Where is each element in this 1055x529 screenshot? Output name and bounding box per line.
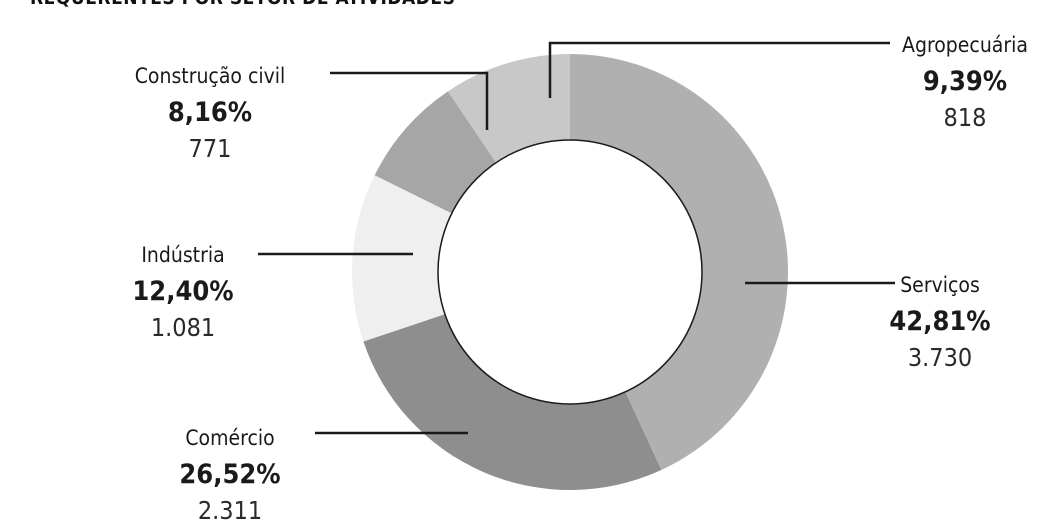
label-percent: 8,16%: [167, 97, 253, 128]
label-count: 1.081: [150, 313, 216, 342]
label-name: Indústria: [141, 243, 225, 267]
label-industria: Indústria 12,40% 1.081: [118, 243, 248, 342]
label-count: 3.730: [907, 343, 973, 372]
leader-line-construcao-civil: [330, 71, 489, 130]
slice-construcao-civil: [374, 91, 497, 214]
slice-servicos: [570, 54, 788, 470]
slice-comercio: [363, 314, 662, 490]
label-comercio: Comércio 26,52% 2.311: [170, 426, 290, 525]
donut-hole: [437, 139, 703, 405]
slice-industria: [352, 175, 452, 342]
label-agropecuaria: Agropecuária 9,39% 818: [890, 33, 1040, 132]
label-name: Comércio: [185, 426, 275, 450]
label-count: 2.311: [197, 496, 263, 525]
label-name: Construção civil: [134, 64, 286, 88]
label-percent: 42,81%: [889, 306, 991, 337]
slice-agropecuaria: [447, 54, 570, 163]
label-name: Serviços: [900, 273, 980, 297]
label-servicos: Serviços 42,81% 3.730: [880, 273, 1000, 372]
label-percent: 26,52%: [179, 459, 281, 490]
chart-header: REQUERENTES POR SETOR DE ATIVIDADES: [30, 0, 455, 9]
label-count: 818: [943, 103, 987, 132]
label-percent: 12,40%: [132, 276, 234, 307]
label-percent: 9,39%: [922, 66, 1008, 97]
leader-line-agropecuaria: [548, 41, 890, 98]
label-construcao-civil: Construção civil 8,16% 771: [120, 64, 300, 163]
label-name: Agropecuária: [902, 33, 1028, 57]
label-count: 771: [188, 134, 232, 163]
